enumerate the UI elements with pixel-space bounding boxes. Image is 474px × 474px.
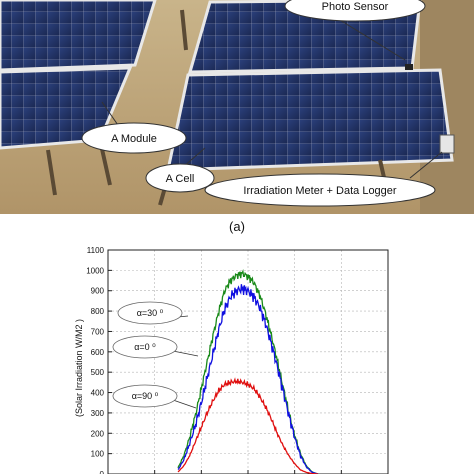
annotation-bubble <box>112 335 178 359</box>
y-tick-label: 900 <box>91 287 105 296</box>
irradiation-meter-device <box>439 134 455 154</box>
module-label: A Module <box>111 133 157 145</box>
photo-sensor-label: Photo Sensor <box>322 1 389 13</box>
series-line-1 <box>177 284 319 474</box>
irradiation-chart: 0 100 200 300 400 500 600 700 800 900 1000 1100 α=3… <box>0 240 474 474</box>
annotations: α=30 ⁰ α=0 ⁰ α=90 ⁰ <box>112 301 199 409</box>
cell-callout: A Cell <box>145 147 215 193</box>
series-line-2 <box>177 377 319 474</box>
chart-svg: 0 100 200 300 400 500 600 700 800 900 1000 1100 α=3… <box>74 246 389 474</box>
series-lines <box>177 269 319 474</box>
meter-label: Irradiation Meter + Data Logger <box>243 185 397 197</box>
y-tick-label: 500 <box>91 368 105 377</box>
y-axis-label: (Solar Irradiation W/M2 ) <box>74 319 84 417</box>
photo-sensor-callout: Photo Sensor <box>284 0 426 61</box>
module-callout: A Module <box>81 101 187 154</box>
annotation-pointer <box>172 399 197 409</box>
y-tick-label: 100 <box>91 450 105 459</box>
module-top-left <box>0 0 157 72</box>
photo-illustration: Photo Sensor A Module A Cell Irradiation… <box>0 0 474 214</box>
cell-label: A Cell <box>166 173 195 185</box>
annotation-bubble <box>112 384 178 408</box>
y-tick-label: 700 <box>91 327 105 336</box>
meter-callout: Irradiation Meter + Data Logger <box>204 151 443 207</box>
y-tick-label: 400 <box>91 389 105 398</box>
module-bottom-right <box>166 68 454 172</box>
annotation-1: α=0 ⁰ <box>112 335 199 359</box>
y-tick-label: 1100 <box>87 246 105 255</box>
annotation-bubble <box>117 301 183 325</box>
annotation-2: α=90 ⁰ <box>112 384 197 409</box>
annotation-0: α=30 ⁰ <box>117 301 189 325</box>
y-tick-label: 200 <box>91 429 105 438</box>
annotation-pointer <box>172 350 199 357</box>
annotation-label: α=0 ⁰ <box>134 342 156 352</box>
y-tick-label: 800 <box>91 307 105 316</box>
grid <box>108 250 388 474</box>
y-tick-label: 1000 <box>86 266 104 275</box>
axes: 0 100 200 300 400 500 600 700 800 900 1000 1100 <box>86 246 389 474</box>
y-tick-label: 300 <box>91 409 105 418</box>
annotation-label: α=30 ⁰ <box>137 308 164 318</box>
photo-sensor-device <box>405 64 413 70</box>
y-tick-label: 600 <box>91 348 105 357</box>
y-tick-label: 0 <box>100 470 105 474</box>
annotation-label: α=90 ⁰ <box>132 391 159 401</box>
plot-frame <box>107 249 389 474</box>
solar-panel-photo: Photo Sensor A Module A Cell Irradiation… <box>0 0 474 214</box>
figure-caption: (a) <box>229 219 245 234</box>
